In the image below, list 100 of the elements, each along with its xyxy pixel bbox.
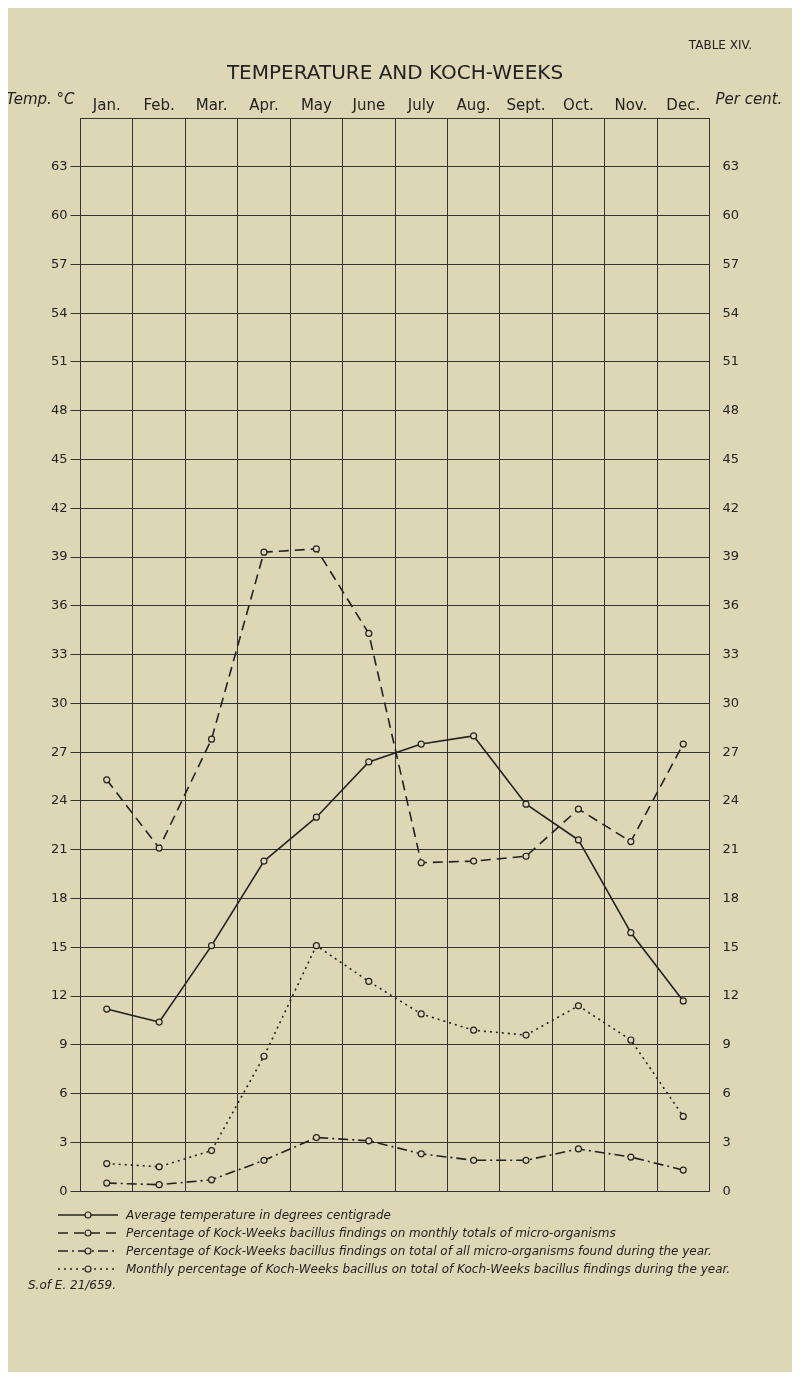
point <box>260 1156 268 1164</box>
y-tick-label: 42 <box>51 499 68 515</box>
point <box>470 732 478 740</box>
point <box>574 1002 583 1010</box>
y-tick-label: 33 <box>51 645 68 661</box>
point <box>312 545 320 553</box>
x-tick-label: Aug. <box>456 95 491 114</box>
point <box>574 1145 583 1153</box>
y2-tick-label: 51 <box>722 353 739 369</box>
point <box>417 859 425 867</box>
point <box>103 1005 111 1013</box>
point <box>365 758 373 766</box>
point <box>365 1137 373 1145</box>
y-tick-label: 57 <box>51 255 68 271</box>
y2-tick-label: 24 <box>722 792 739 808</box>
x-tick-label: Jan. <box>91 95 121 114</box>
y-tick-label: 3 <box>59 1133 68 1149</box>
point <box>470 857 478 865</box>
y-tick-label: 48 <box>51 402 68 418</box>
y2-tick-label: 33 <box>722 645 739 661</box>
text: TABLE XIV. <box>688 38 752 52</box>
y-tick-label: 36 <box>51 597 68 613</box>
point <box>627 1153 635 1161</box>
x-tick-label: Nov. <box>614 95 648 114</box>
y2-tick-label: 45 <box>722 450 739 466</box>
x-tick-label: Dec. <box>666 95 701 114</box>
point <box>103 776 111 784</box>
y-tick-label: 0 <box>59 1182 68 1198</box>
point <box>574 805 583 813</box>
point <box>207 1176 216 1184</box>
point <box>260 548 268 556</box>
x-tick-label: July <box>406 95 435 114</box>
point <box>522 800 530 808</box>
point <box>365 629 373 638</box>
point <box>627 1036 635 1044</box>
x-tick-label: Mar. <box>195 95 228 114</box>
y-tick-label: 27 <box>51 743 68 759</box>
point <box>207 735 216 743</box>
point <box>207 1146 216 1155</box>
y-tick-label: 63 <box>51 158 68 174</box>
legend-label: Average temperature in degrees centigrade <box>126 1208 391 1222</box>
point <box>627 929 635 937</box>
point <box>155 1163 163 1171</box>
point <box>365 977 373 986</box>
point <box>417 1150 425 1158</box>
point <box>522 1031 530 1039</box>
y2-tick-label: 57 <box>722 255 739 271</box>
y-tick-label: 24 <box>51 792 68 808</box>
x-tick-label: June <box>351 95 386 114</box>
point <box>417 740 425 748</box>
y2-tick-label: 12 <box>722 987 739 1003</box>
x-tick-label: Sept. <box>506 95 546 114</box>
point <box>679 1112 687 1120</box>
point <box>679 1166 687 1174</box>
point <box>312 942 320 950</box>
y2-tick-label: 3 <box>722 1133 731 1149</box>
y2-tick-label: 9 <box>722 1036 731 1052</box>
legend-label: Percentage of Kock-Weeks bacillus findings on monthly totals of micro-organisms <box>126 1226 616 1240</box>
y2-tick-label: 48 <box>722 402 739 418</box>
point <box>103 1159 111 1168</box>
point <box>417 1010 425 1018</box>
point <box>679 997 687 1005</box>
y2-tick-label: 27 <box>722 743 739 759</box>
y-tick-label: 30 <box>51 694 68 710</box>
y2-axis-title: Per cent. <box>715 89 783 108</box>
point <box>522 852 530 860</box>
text: S.of E. 21/659. <box>28 1278 118 1292</box>
y2-tick-label: 63 <box>722 158 739 174</box>
point <box>470 1156 478 1164</box>
x-tick-label: Feb. <box>143 95 175 114</box>
point <box>522 1156 530 1164</box>
y2-tick-label: 42 <box>722 499 739 515</box>
y-tick-label: 54 <box>51 304 68 320</box>
y-tick-label: 15 <box>51 938 68 954</box>
x-tick-label: Oct. <box>563 95 594 114</box>
y2-tick-label: 0 <box>722 1182 731 1198</box>
point <box>155 1181 163 1189</box>
chart-title: TEMPERATURE AND KOCH-WEEKS <box>225 60 564 85</box>
y2-tick-label: 18 <box>722 889 739 905</box>
y2-tick-label: 30 <box>722 694 739 710</box>
point <box>260 1052 268 1060</box>
y2-tick-label: 6 <box>722 1085 731 1101</box>
y-tick-label: 9 <box>59 1036 68 1052</box>
point <box>679 740 687 748</box>
y-tick-label: 51 <box>51 353 68 369</box>
y-tick-label: 12 <box>51 987 68 1003</box>
point <box>260 857 268 865</box>
y-tick-label: 21 <box>51 841 68 857</box>
point <box>155 1018 163 1026</box>
y2-tick-label: 15 <box>722 938 739 954</box>
y2-tick-label: 21 <box>722 841 739 857</box>
point <box>312 1133 320 1142</box>
y2-tick-label: 39 <box>722 548 739 564</box>
legend-label: Monthly percentage of Koch-Weeks bacillus on total of Koch-Weeks bacillus findings during the year. <box>126 1262 731 1276</box>
point <box>627 838 635 846</box>
point <box>155 844 163 852</box>
x-tick-label: Apr. <box>249 95 279 114</box>
point <box>103 1179 111 1187</box>
y-tick-label: 6 <box>59 1085 68 1101</box>
y-tick-label: 18 <box>51 889 68 905</box>
